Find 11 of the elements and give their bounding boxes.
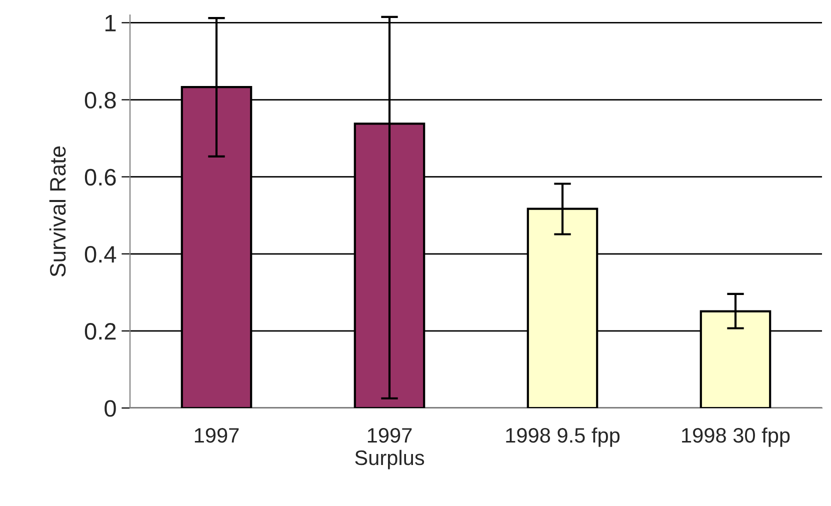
x-tick-label: 1997 (194, 428, 239, 443)
y-tick-label: 0.4 (84, 246, 116, 263)
y-tick-label: 1 (105, 15, 116, 32)
y-tick-label: 0.2 (84, 323, 116, 340)
x-tick-label: 1998 30 fpp (682, 427, 790, 447)
y-axis-title: Survival Rate (49, 146, 66, 277)
y-tick-label: 0 (104, 400, 116, 417)
x-tick-label: 1998 9.5 fpp (506, 427, 620, 447)
x-tick-label: 1997 Surplus (355, 428, 424, 470)
y-tick-label: 0.8 (84, 92, 116, 109)
y-tick-label: 0.6 (84, 168, 116, 186)
